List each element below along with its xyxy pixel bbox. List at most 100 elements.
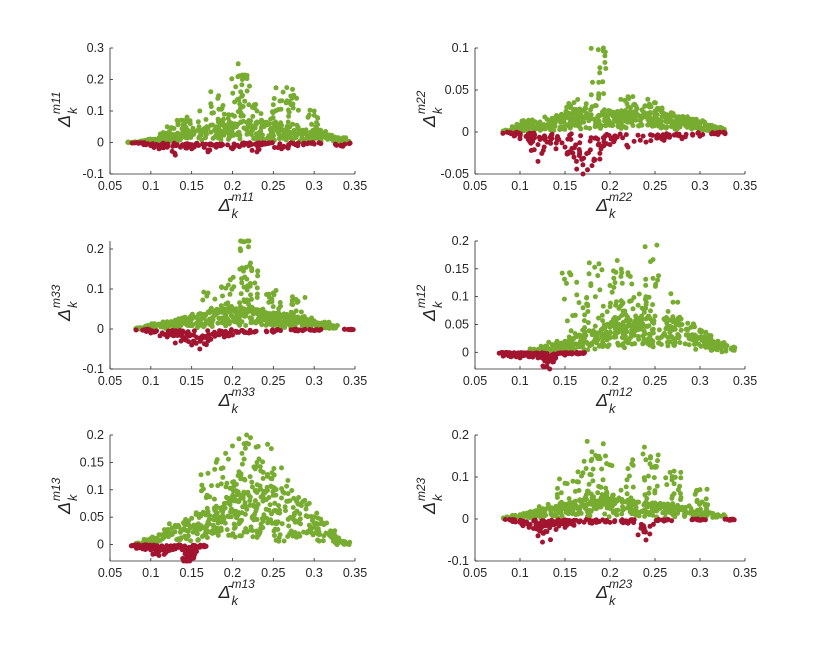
point-negative — [262, 141, 268, 147]
y-tick-label: 0.2 — [87, 242, 104, 256]
point-negative — [571, 522, 577, 528]
point-positive — [266, 320, 271, 326]
x-label-subscript: k — [609, 401, 617, 416]
point-negative — [559, 518, 565, 524]
point-positive — [284, 483, 290, 489]
point-negative — [148, 547, 154, 553]
point-positive — [571, 499, 577, 505]
point-positive — [257, 483, 263, 489]
point-positive — [238, 476, 244, 482]
point-positive — [629, 341, 635, 347]
point-positive — [630, 94, 636, 100]
point-positive — [636, 291, 642, 297]
point-positive — [287, 314, 293, 320]
point-positive — [279, 122, 284, 128]
point-positive — [696, 341, 702, 347]
point-positive — [166, 521, 172, 527]
point-positive — [241, 476, 247, 482]
point-negative — [545, 519, 551, 525]
point-positive — [257, 528, 263, 534]
point-positive — [295, 298, 301, 304]
point-positive — [544, 344, 550, 350]
point-positive — [156, 321, 162, 327]
point-positive — [216, 529, 222, 535]
point-positive — [285, 491, 291, 497]
point-positive — [683, 509, 689, 515]
point-positive — [613, 334, 619, 340]
point-negative — [203, 141, 209, 147]
x-tick-label: 0.25 — [643, 374, 667, 388]
point-positive — [231, 479, 237, 485]
point-positive — [600, 441, 606, 447]
point-positive — [706, 510, 712, 516]
point-negative — [496, 350, 502, 356]
point-negative — [189, 146, 195, 152]
point-positive — [541, 509, 547, 515]
point-positive — [285, 128, 290, 134]
x-tick-label: 0.15 — [179, 374, 203, 388]
point-positive — [575, 469, 581, 475]
point-positive — [663, 509, 669, 515]
x-tick-label: 0.35 — [733, 374, 757, 388]
point-negative — [180, 556, 186, 561]
point-positive — [262, 317, 268, 323]
point-positive — [303, 127, 309, 133]
point-positive — [598, 327, 604, 333]
point-positive — [568, 328, 574, 334]
point-positive — [619, 511, 625, 517]
point-positive — [600, 79, 606, 85]
point-negative — [177, 330, 182, 336]
point-positive — [577, 120, 583, 126]
point-negative — [207, 141, 213, 147]
point-negative — [690, 516, 696, 522]
point-negative — [727, 517, 733, 523]
point-positive — [273, 85, 279, 91]
point-positive — [290, 302, 296, 308]
x-tick-label: 0.35 — [343, 374, 367, 388]
point-positive — [716, 342, 722, 348]
point-negative — [710, 130, 716, 136]
point-positive — [298, 521, 303, 527]
point-positive — [642, 103, 648, 109]
point-positive — [648, 259, 653, 265]
point-positive — [275, 527, 281, 532]
point-negative — [544, 356, 550, 362]
point-negative — [254, 149, 260, 155]
point-negative — [625, 144, 631, 150]
point-positive — [704, 486, 710, 492]
point-positive — [679, 504, 685, 510]
point-positive — [690, 333, 696, 338]
point-positive — [636, 326, 642, 332]
point-positive — [223, 450, 229, 456]
point-negative — [562, 144, 568, 150]
point-positive — [682, 341, 688, 347]
point-positive — [182, 134, 188, 140]
point-positive — [231, 284, 237, 290]
point-negative — [278, 328, 283, 334]
point-negative — [642, 529, 648, 535]
y-tick-label: 0.1 — [452, 470, 469, 484]
point-positive — [249, 484, 255, 490]
point-positive — [670, 319, 676, 325]
point-negative — [286, 142, 292, 148]
point-positive — [617, 124, 623, 130]
point-positive — [639, 305, 645, 311]
point-positive — [197, 108, 203, 114]
point-positive — [160, 324, 166, 330]
point-negative — [304, 141, 310, 147]
point-positive — [280, 133, 286, 138]
point-negative — [629, 517, 635, 523]
point-positive — [600, 500, 606, 505]
point-negative — [715, 132, 721, 137]
x-axis-label: Δ̄ m33 k — [218, 385, 256, 416]
point-positive — [285, 119, 291, 125]
point-positive — [249, 316, 254, 322]
point-positive — [246, 118, 252, 123]
point-negative — [318, 141, 324, 147]
point-positive — [299, 318, 305, 323]
point-positive — [677, 340, 683, 346]
point-positive — [242, 445, 248, 451]
point-positive — [657, 504, 663, 510]
point-positive — [169, 532, 175, 537]
point-positive — [663, 475, 669, 481]
